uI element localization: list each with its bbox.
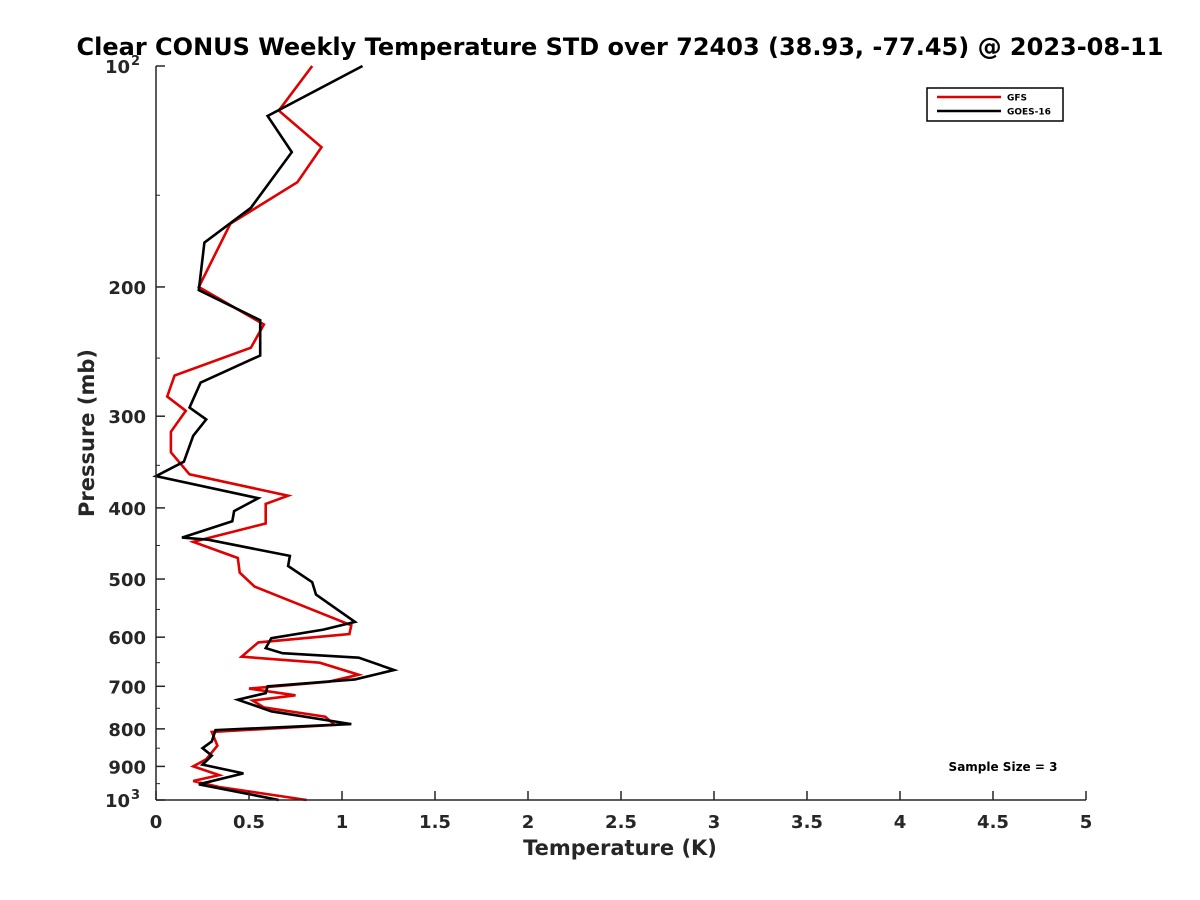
x-tick-label: 4.5: [977, 812, 1009, 833]
x-tick-label: 1: [336, 812, 349, 833]
y-tick-label: 300: [108, 407, 146, 428]
y-tick-exponent: 3: [131, 788, 140, 803]
legend-box: [926, 87, 1064, 122]
y-axis-label: Pressure (mb): [75, 349, 99, 517]
legend-label: GOES-16: [1007, 108, 1051, 118]
y-tick-label: 600: [108, 628, 146, 649]
x-tick-label: 0: [150, 812, 163, 833]
y-tick-label: 10: [105, 791, 130, 812]
sample-size-annotation: Sample Size = 3: [949, 760, 1058, 774]
y-tick-label: 500: [108, 570, 146, 591]
x-tick-label: 1.5: [419, 812, 451, 833]
chart-title: Clear CONUS Weekly Temperature STD over …: [77, 33, 1164, 61]
x-tick-label: 2.5: [605, 812, 637, 833]
y-tick-label: 200: [108, 278, 146, 299]
x-tick-label: 0.5: [233, 812, 265, 833]
x-tick-label: 5: [1080, 812, 1093, 833]
series-layer: [152, 64, 399, 802]
legend: GFS GOES-16: [926, 87, 1064, 122]
x-tick-label: 3: [708, 812, 721, 833]
x-tick-label: 2: [522, 812, 535, 833]
y-tick-exponent: 2: [131, 54, 140, 69]
y-tick-label: 10: [105, 57, 130, 78]
y-tick-label: 900: [108, 757, 146, 778]
x-tick-label: 4: [894, 812, 907, 833]
axes-layer: 0 0.5 1 1.5 2 2.5 3 3.5 4 4.5 510 22003004005006007…: [105, 54, 1092, 833]
x-tick-label: 3.5: [791, 812, 823, 833]
x-axis-label: Temperature (K): [523, 836, 717, 860]
y-tick-label: 800: [108, 720, 146, 741]
y-tick-label: 400: [108, 499, 146, 520]
y-tick-label: 700: [108, 677, 146, 698]
legend-label: GFS: [1007, 94, 1027, 104]
series-line-goes-16: [152, 64, 399, 802]
series-line-gfs: [165, 65, 364, 802]
